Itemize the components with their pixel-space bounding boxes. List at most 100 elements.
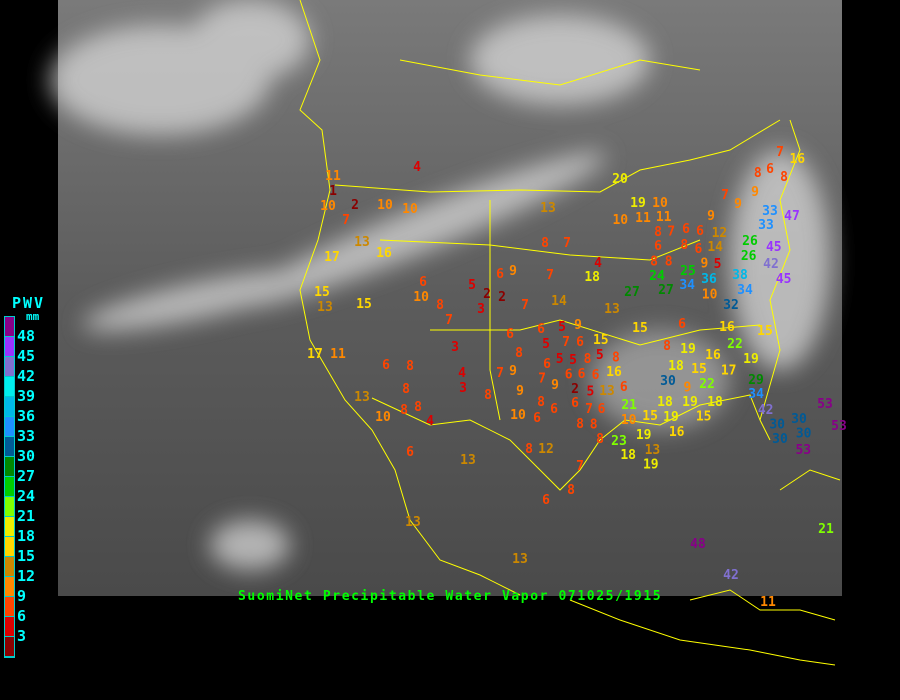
station-pwv-value: 3 [451, 340, 459, 355]
station-pwv-value: 34 [737, 283, 753, 298]
station-pwv-value: 27 [658, 283, 674, 298]
station-pwv-value: 4 [413, 160, 421, 175]
station-pwv-value: 19 [643, 458, 659, 473]
station-pwv-value: 47 [784, 209, 800, 224]
legend-label: 24 [17, 487, 36, 505]
station-pwv-value: 7 [563, 236, 571, 251]
station-pwv-value: 8 [590, 417, 598, 432]
station-pwv-value: 6 [543, 357, 551, 372]
legend-title: PWV [12, 294, 46, 312]
station-pwv-value: 5 [586, 384, 594, 399]
station-pwv-value: 7 [546, 268, 554, 283]
station-pwv-value: 13 [354, 390, 370, 405]
station-pwv-value: 6 [571, 396, 579, 411]
legend-label: 42 [17, 367, 36, 385]
station-pwv-value: 4 [594, 256, 602, 271]
station-pwv-value: 7 [342, 213, 350, 228]
station-pwv-value: 30 [772, 432, 788, 447]
station-pwv-value: 2 [483, 287, 491, 302]
station-pwv-value: 24 [649, 269, 665, 284]
station-pwv-value: 6 [682, 222, 690, 237]
legend-bin [5, 457, 14, 477]
station-pwv-value: 6 [542, 493, 550, 508]
station-pwv-value: 6 [592, 368, 600, 383]
station-pwv-value: 10 [377, 198, 393, 213]
station-pwv-value: 5 [556, 352, 564, 367]
station-pwv-value: 17 [721, 363, 737, 378]
station-pwv-value: 6 [576, 335, 584, 350]
station-pwv-value: 16 [705, 348, 721, 363]
station-pwv-value: 16 [606, 365, 622, 380]
legend-bin [5, 557, 14, 577]
station-pwv-value: 7 [562, 335, 570, 350]
legend-unit: mm [26, 310, 40, 323]
station-pwv-value: 8 [567, 483, 575, 498]
station-pwv-value: 42 [758, 403, 774, 418]
station-pwv-value: 15 [696, 410, 712, 425]
station-pwv-value: 19 [682, 395, 698, 410]
legend-label: 39 [17, 387, 36, 405]
station-pwv-value: 8 [541, 236, 549, 251]
legend-bin [5, 337, 14, 357]
legend-bin [5, 497, 14, 517]
station-pwv-value: 3 [477, 302, 485, 317]
legend-label: 18 [17, 527, 36, 545]
station-pwv-value: 26 [742, 234, 758, 249]
station-pwv-value: 8 [414, 400, 422, 415]
station-pwv-value: 8 [680, 238, 688, 253]
station-pwv-value: 8 [525, 442, 533, 457]
station-pwv-value: 15 [356, 297, 372, 312]
station-pwv-value: 27 [624, 285, 640, 300]
legend-color-bar [4, 316, 15, 658]
station-pwv-value: 8 [596, 432, 604, 447]
station-pwv-value: 15 [691, 362, 707, 377]
station-pwv-value: 7 [721, 188, 729, 203]
station-pwv-value: 8 [654, 225, 662, 240]
station-pwv-value: 4 [458, 366, 466, 381]
station-pwv-value: 7 [521, 298, 529, 313]
legend-label: 45 [17, 347, 36, 365]
station-pwv-value: 13 [460, 453, 476, 468]
legend-bin [5, 417, 14, 437]
station-pwv-value: 21 [818, 522, 834, 537]
station-pwv-value: 14 [551, 294, 567, 309]
station-pwv-value: 4 [426, 414, 434, 429]
station-pwv-value: 10 [652, 196, 668, 211]
station-pwv-value: 15 [757, 324, 773, 339]
station-pwv-value: 8 [484, 388, 492, 403]
station-pwv-value: 8 [612, 351, 620, 366]
station-pwv-value: 9 [574, 318, 582, 333]
station-pwv-value: 2 [351, 198, 359, 213]
station-pwv-value: 8 [780, 170, 788, 185]
station-pwv-value: 30 [791, 412, 807, 427]
station-pwv-value: 9 [700, 257, 708, 272]
station-pwv-value: 21 [621, 398, 637, 413]
station-pwv-value: 7 [496, 366, 504, 381]
station-pwv-value: 13 [540, 201, 556, 216]
station-pwv-value: 10 [612, 213, 628, 228]
station-pwv-value: 42 [763, 257, 779, 272]
station-pwv-value: 6 [406, 445, 414, 460]
legend-bin [5, 477, 14, 497]
station-pwv-value: 34 [679, 278, 695, 293]
station-pwv-value: 6 [620, 380, 628, 395]
station-pwv-value: 48 [690, 537, 706, 552]
legend-label: 27 [17, 467, 36, 485]
station-pwv-value: 6 [578, 367, 586, 382]
station-pwv-value: 53 [817, 397, 833, 412]
map-caption: SuomiNet Precipitable Water Vapor 071025… [238, 589, 663, 604]
station-pwv-value: 45 [766, 240, 782, 255]
station-pwv-value: 11 [325, 169, 341, 184]
station-pwv-value: 22 [727, 337, 743, 352]
cloud-layer [50, 0, 830, 570]
legend-label: 6 [17, 607, 27, 625]
station-pwv-value: 13 [604, 302, 620, 317]
station-pwv-value: 11 [760, 595, 776, 610]
legend-bin [5, 537, 14, 557]
station-pwv-value: 13 [599, 384, 615, 399]
station-pwv-value: 9 [551, 378, 559, 393]
station-pwv-value: 6 [537, 322, 545, 337]
political-borders [299, 0, 841, 666]
legend-label: 12 [17, 567, 36, 585]
